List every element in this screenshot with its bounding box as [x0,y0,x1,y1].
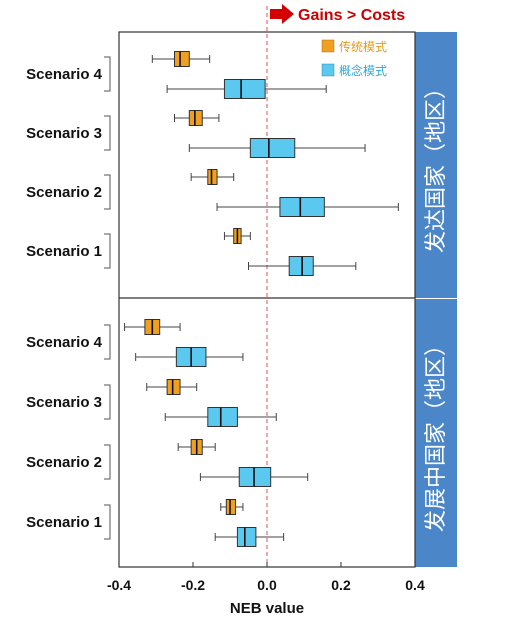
panel-label-developing: 发展中国家（地区） [415,299,457,567]
red-arrow-icon [270,4,294,24]
x-tick-label: 0.2 [331,577,351,593]
legend-swatch-concept [321,63,335,77]
scenario-label: Scenario 3 [26,125,102,142]
box [279,197,325,217]
scenario-bracket [104,56,111,92]
gains-annotation: Gains > Costs [270,4,405,24]
scenario-label: Scenario 3 [26,394,102,411]
scenario-label: Scenario 4 [26,66,103,83]
box [166,379,181,395]
x-tick-label: -0.2 [181,577,205,593]
panel-label-developed-text: 发达国家（地区） [424,77,449,253]
legend-swatch-traditional [321,39,335,53]
scenario-bracket [104,384,111,420]
box [288,256,314,276]
legend-label-traditional: 传统模式 [339,39,387,54]
x-tick-label: 0.0 [257,577,277,593]
gains-label: Gains > Costs [298,7,405,24]
legend: 传统模式 概念模式 [321,39,387,78]
box [207,407,238,427]
box [174,51,190,67]
scenario-label: Scenario 1 [26,514,102,531]
scenario-bracket [104,233,111,269]
x-tick-label: 0.4 [405,577,425,593]
box [225,499,237,515]
panel-label-developing-text: 发展中国家（地区） [424,334,449,532]
box [238,467,272,487]
box-marks [104,6,399,567]
box [223,79,266,99]
scenario-label: Scenario 1 [26,243,102,260]
scenario-label: Scenario 4 [26,334,103,351]
box [236,527,257,547]
box [207,169,218,185]
scenario-bracket [104,504,111,540]
legend-label-concept: 概念模式 [339,63,387,78]
scenario-bracket [104,444,111,480]
scenario-bracket [104,174,111,210]
scenario-bracket [104,324,111,360]
box [249,138,296,158]
scenario-label: Scenario 2 [26,454,102,471]
x-axis-label: NEB value [230,600,304,617]
scenario-label: Scenario 2 [26,184,102,201]
panel-label-developed: 发达国家（地区） [415,32,457,298]
scenario-bracket [104,115,111,151]
box [188,110,203,126]
x-tick-label: -0.4 [107,577,131,593]
